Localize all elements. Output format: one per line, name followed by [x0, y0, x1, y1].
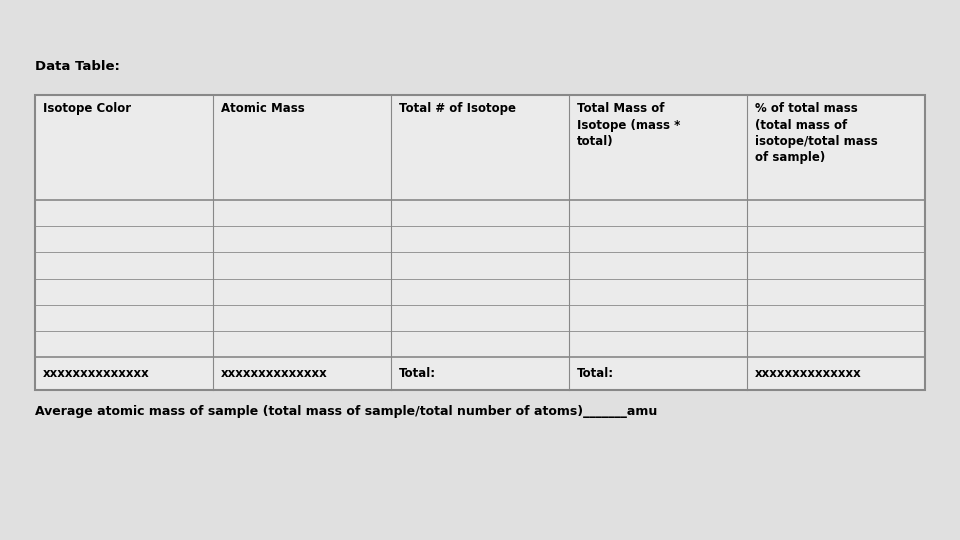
Text: Atomic Mass: Atomic Mass [221, 102, 304, 115]
Text: Isotope Color: Isotope Color [43, 102, 132, 115]
Bar [35, 95, 925, 390]
Text: % of total mass
(total mass of
isotope/total mass
of sample): % of total mass (total mass of isotope/t… [755, 102, 877, 165]
Text: Total Mass of
Isotope (mass *
total): Total Mass of Isotope (mass * total) [577, 102, 681, 148]
Text: xxxxxxxxxxxxxx: xxxxxxxxxxxxxx [221, 367, 327, 380]
Text: Data Table:: Data Table: [35, 60, 120, 73]
Text: xxxxxxxxxxxxxx: xxxxxxxxxxxxxx [43, 367, 150, 380]
Text: xxxxxxxxxxxxxx: xxxxxxxxxxxxxx [755, 367, 862, 380]
Bar [35, 95, 925, 390]
Text: Total:: Total: [577, 367, 614, 380]
Text: Total:: Total: [399, 367, 436, 380]
Text: Average atomic mass of sample (total mass of sample/total number of atoms)______: Average atomic mass of sample (total mas… [35, 405, 658, 418]
Text: Total # of Isotope: Total # of Isotope [399, 102, 516, 115]
